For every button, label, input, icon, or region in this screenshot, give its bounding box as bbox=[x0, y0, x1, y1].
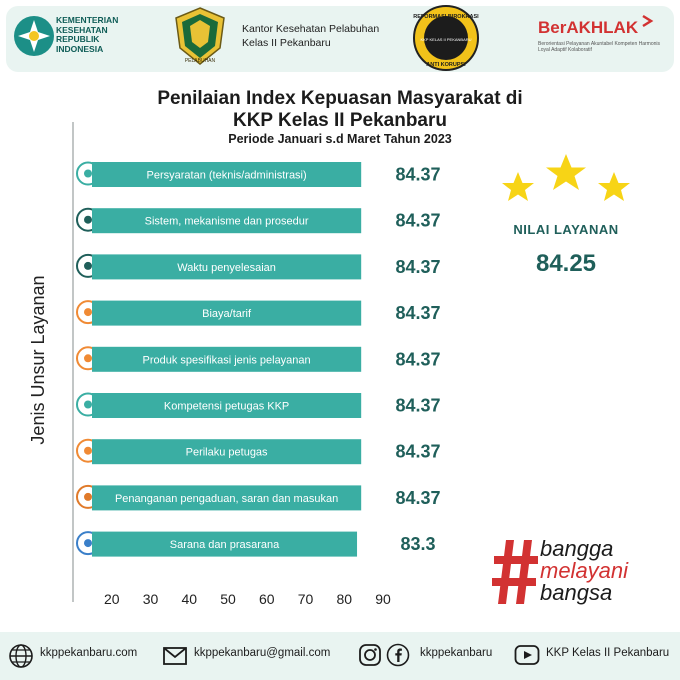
seal-top-text: REFORMASI BIROKRASI bbox=[413, 14, 479, 20]
bar-category-label: Kompetensi petugas KKP bbox=[164, 401, 289, 413]
antikorupsi-seal-icon: REFORMASI BIROKRASI KKP KELAS II PEKANBA… bbox=[413, 5, 479, 71]
instagram-icon[interactable] bbox=[358, 643, 382, 667]
bar bbox=[92, 439, 362, 465]
emblem-caption: PELABUHAN bbox=[185, 58, 216, 64]
kemenkes-emblem-icon bbox=[14, 16, 54, 56]
bar bbox=[92, 300, 362, 326]
globe-icon bbox=[9, 644, 33, 668]
bar-category-label: Perilaku petugas bbox=[186, 447, 268, 459]
bangga-melayani-bangsa: bangga melayani bangsa bbox=[492, 536, 662, 606]
footer: kkppekanbaru.com kkppekanbaru@gmail.com … bbox=[0, 632, 680, 680]
star-icon bbox=[598, 172, 630, 201]
star-icon bbox=[502, 172, 534, 201]
nilai-layanan-value: 84.25 bbox=[535, 250, 597, 277]
bar-value-label: 84.37 bbox=[395, 165, 440, 185]
x-tick-label: 70 bbox=[298, 591, 314, 607]
chart-title-line-2: KKP Kelas II Pekanbaru bbox=[232, 110, 448, 131]
bar bbox=[92, 162, 362, 187]
kemenkes-line: INDONESIA bbox=[56, 43, 104, 54]
website-link[interactable]: kkppekanbaru.com bbox=[40, 647, 138, 659]
bar-category-label: Produk spesifikasi jenis pelayanan bbox=[143, 354, 311, 366]
chart-title-line-1: Penilaian Index Kepuasan Masyarakat di bbox=[157, 88, 523, 109]
bar bbox=[92, 485, 362, 511]
kemenkes-line: KESEHATAN bbox=[56, 24, 108, 35]
slogan-line-1: bangga bbox=[540, 536, 614, 561]
bar-category-label: Sarana dan prasarana bbox=[170, 539, 280, 551]
x-tick-label: 60 bbox=[259, 591, 275, 607]
bar-category-label: Biaya/tarif bbox=[202, 308, 252, 320]
kkp-emblem-icon: PELABUHAN bbox=[175, 7, 225, 65]
facebook-icon[interactable] bbox=[386, 643, 410, 667]
x-tick-label: 90 bbox=[375, 591, 391, 607]
bar bbox=[92, 531, 358, 557]
berakhlak-title: BerAKHLAK bbox=[538, 18, 639, 37]
berakhlak-logo: BerAKHLAK Berorientasi Pelayanan Akuntab… bbox=[534, 14, 674, 64]
office-line: Kantor Kesehatan Pelabuhan bbox=[242, 23, 380, 35]
bar-value-label: 83.3 bbox=[400, 534, 435, 554]
berakhlak-arrow-icon bbox=[642, 14, 654, 28]
bar-value-label: 84.37 bbox=[395, 488, 440, 508]
nilai-layanan-label: NILAI LAYANAN bbox=[513, 222, 619, 237]
mail-icon bbox=[163, 647, 187, 665]
bar-category-label: Penanganan pengaduan, saran dan masukan bbox=[115, 493, 338, 505]
x-tick-label: 50 bbox=[220, 591, 236, 607]
x-tick-label: 80 bbox=[336, 591, 352, 607]
seal-center-text: KKP KELAS II PEKANBARU bbox=[420, 37, 471, 42]
slogan-line-2: melayani bbox=[540, 558, 629, 583]
seal-bottom-text: ANTI KORUPSI bbox=[426, 62, 466, 68]
kemenkes-line: REPUBLIK bbox=[56, 34, 100, 44]
kemenkes-text: KEMENTERIAN KESEHATAN REPUBLIK INDONESIA bbox=[56, 15, 156, 54]
star-icon bbox=[546, 154, 586, 190]
youtube-icon[interactable] bbox=[514, 643, 540, 667]
bar-value-label: 84.37 bbox=[395, 211, 440, 231]
stars-group bbox=[502, 154, 630, 201]
office-name: Kantor Kesehatan Pelabuhan Kelas II Peka… bbox=[242, 22, 392, 50]
social-handle-link[interactable]: kkppekanbaru bbox=[420, 647, 493, 659]
kemenkes-line: KEMENTERIAN bbox=[56, 15, 119, 25]
x-tick-label: 30 bbox=[143, 591, 159, 607]
hashtag-icon bbox=[492, 540, 538, 604]
x-axis: 20 30 40 50 60 70 80 90 bbox=[72, 122, 391, 607]
bar-value-label: 84.37 bbox=[395, 349, 440, 369]
slogan-line-3: bangsa bbox=[540, 580, 613, 605]
x-tick-label: 40 bbox=[181, 591, 197, 607]
chart-subtitle: Periode Januari s.d Maret Tahun 2023 bbox=[228, 132, 452, 146]
header: KEMENTERIAN KESEHATAN REPUBLIK INDONESIA… bbox=[0, 0, 680, 78]
bar bbox=[92, 254, 362, 280]
bar-category-label: Sistem, mekanisme dan prosedur bbox=[145, 216, 309, 228]
bar-value-label: 84.37 bbox=[395, 303, 440, 323]
bar bbox=[92, 208, 362, 234]
bar-value-label: 84.37 bbox=[395, 257, 440, 277]
bar bbox=[92, 393, 362, 418]
header-background bbox=[6, 6, 674, 72]
email-link[interactable]: kkppekanbaru@gmail.com bbox=[194, 647, 331, 659]
bars: Persyaratan (teknis/administrasi) 84.37 Si… bbox=[92, 162, 441, 557]
kemenkes-logo: KEMENTERIAN KESEHATAN REPUBLIK INDONESIA bbox=[12, 10, 162, 62]
office-line: Kelas II Pekanbaru bbox=[242, 37, 331, 49]
berakhlak-subtitle: Berorientasi Pelayanan Akuntabel Kompete… bbox=[538, 41, 661, 53]
bar-category-label: Persyaratan (teknis/administrasi) bbox=[147, 170, 307, 182]
bar-category-label: Waktu penyelesaian bbox=[177, 262, 276, 274]
bar-value-label: 84.37 bbox=[395, 396, 440, 416]
bar bbox=[92, 346, 362, 372]
bar-value-label: 84.37 bbox=[395, 442, 440, 462]
x-tick-label: 20 bbox=[104, 591, 120, 607]
youtube-channel-link[interactable]: KKP Kelas II Pekanbaru bbox=[546, 647, 670, 659]
